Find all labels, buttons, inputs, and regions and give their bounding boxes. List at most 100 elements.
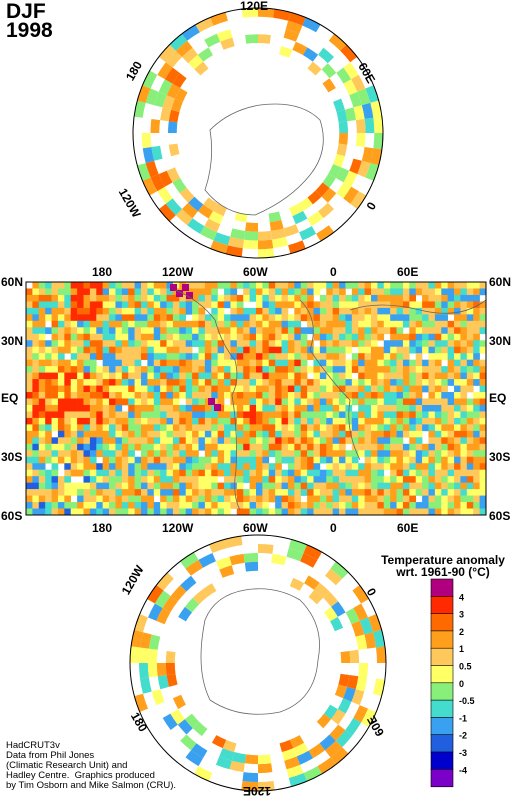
grid-cell [371,430,378,438]
grid-cell [191,743,208,759]
grid-cell [166,398,174,406]
grid-cell [262,353,270,360]
grid-cell [217,359,225,367]
grid-cell [428,353,436,360]
grid-cell [268,392,276,399]
grid-cell [262,301,270,309]
grid-cell [192,282,199,289]
grid-cell [26,489,33,496]
grid-cell [160,282,167,289]
grid-cell [454,404,461,412]
grid-cell [185,301,193,309]
grid-cell [197,204,213,219]
grid-cell [368,614,382,633]
grid-cell [383,398,391,406]
grid-cell [351,620,365,637]
grid-cell [147,450,155,458]
grid-cell [268,411,276,419]
eq-bottom-60e: 60E [397,521,419,535]
grid-cell [447,282,455,289]
grid-cell [351,288,359,296]
grid-cell [466,482,474,490]
grid-cell [141,404,148,412]
grid-cell [319,307,327,315]
grid-cell [268,314,276,322]
grid-cell [96,430,103,438]
grid-cell [383,359,391,367]
grid-cell [339,301,346,309]
grid-cell [268,404,276,412]
grid-cell [364,495,372,503]
grid-cell [230,327,238,335]
grid-cell [172,359,180,367]
grid-cell [141,314,148,322]
grid-cell [141,353,148,360]
grid-cell [371,320,378,328]
grid-cell [77,411,84,419]
grid-cell [217,404,225,412]
grid-cell [332,489,340,496]
grid-cell [109,320,116,328]
grid-cell [287,417,295,425]
grid-cell [64,417,72,425]
grid-cell [275,346,282,354]
grid-cell [415,340,423,348]
grid-cell [121,353,129,360]
grid-cell [460,398,468,406]
grid-cell [204,327,212,335]
grid-cell [460,450,468,458]
grid-cell [268,301,276,309]
grid-cell [409,424,417,432]
grid-cell [307,417,314,425]
grid-cell [371,288,378,296]
grid-cell [211,450,218,458]
grid-cell [300,294,308,302]
grid-cell [230,411,238,419]
grid-cell [204,301,212,309]
grid-cell [262,456,270,464]
grid-cell [57,346,65,354]
credit-text: HadCRUT3v Data from Phil Jones (Climatic… [6,740,176,791]
grid-cell [147,301,155,309]
grid-cell [402,489,410,496]
grid-cell [102,450,110,458]
grid-cell [45,294,52,302]
grid-cell [345,314,353,322]
grid-cell [460,320,468,328]
grid-cell [434,508,442,516]
grid-cell [77,366,84,373]
grid-cell [319,333,327,341]
grid-cell [109,333,116,341]
grid-cell [409,476,417,483]
grid-cell [294,469,302,477]
grid-cell [26,469,33,477]
grid-cell [415,359,423,367]
grid-cell [268,476,276,483]
grid-cell [373,678,385,697]
grid-cell [466,333,474,341]
grid-cell [153,450,161,458]
grid-cell [70,340,78,348]
grid-cell [332,476,340,483]
grid-cell [402,417,410,425]
grid-cell [211,456,218,464]
grid-cell [180,575,197,592]
grid-cell [434,282,442,289]
grid-cell [454,424,461,432]
grid-cell [307,379,314,386]
grid-cell [441,502,448,509]
grid-cell [32,469,40,477]
grid-cell [268,495,276,503]
grid-cell [211,482,218,490]
grid-cell [184,597,200,613]
grid-cell [77,314,84,322]
grid-cell [236,489,244,496]
grid-cell [210,240,228,254]
grid-cell [332,320,340,328]
eq-left-30n: 30N [1,334,24,348]
grid-cell [102,333,110,341]
grid-cell [326,450,333,458]
grid-cell [160,301,167,309]
grid-cell [134,476,142,483]
grid-cell [441,366,448,373]
